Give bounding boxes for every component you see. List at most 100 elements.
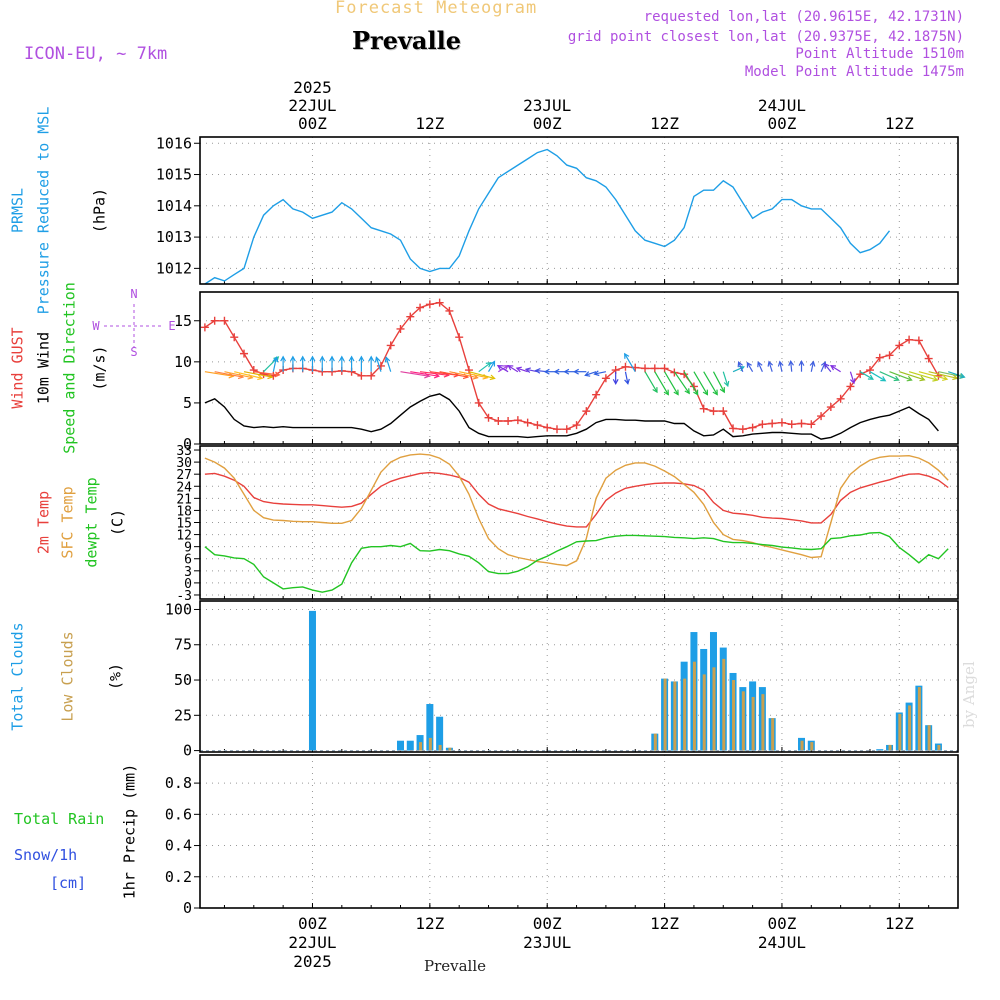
wind-direction-arrow bbox=[664, 371, 679, 395]
chart-title: Forecast Meteogram bbox=[335, 0, 538, 18]
wind-arrow-head bbox=[274, 371, 281, 378]
wind-series-line bbox=[204, 393, 939, 440]
wind-gust-marker bbox=[905, 335, 914, 344]
pressure-ytick-label: 1012 bbox=[156, 259, 192, 277]
temperature-ytick-label: 3 bbox=[184, 565, 192, 580]
wind-gust-marker bbox=[504, 416, 513, 425]
wind-arrow-head bbox=[534, 368, 541, 374]
wind-arrow-head bbox=[280, 355, 287, 362]
wind-arrow-head bbox=[485, 361, 492, 368]
wind-direction-arrow bbox=[830, 365, 841, 373]
wind-gust-marker bbox=[719, 407, 728, 416]
wind-arrow-head bbox=[329, 355, 335, 362]
wind-gust-marker bbox=[249, 366, 258, 375]
temperature-ytick-label: 6 bbox=[184, 553, 192, 568]
wind-direction-arrow bbox=[738, 362, 744, 372]
wind-direction-arrow bbox=[918, 371, 948, 380]
temperature-ylabel: (C) bbox=[109, 509, 127, 536]
wind-arrow-head bbox=[777, 360, 784, 367]
wind-arrow-head bbox=[712, 389, 718, 396]
low-cloud-bar bbox=[702, 674, 706, 751]
wind-gust-marker bbox=[435, 298, 444, 307]
wind-direction-arrow bbox=[824, 363, 832, 373]
wind-direction-arrow bbox=[488, 361, 496, 373]
wind-gust-marker bbox=[856, 370, 865, 379]
wind-direction-arrow bbox=[899, 371, 925, 381]
wind-direction-arrow bbox=[624, 371, 629, 384]
temperature-ytick-label: 18 bbox=[176, 504, 192, 519]
wind-ylabel: Wind GUST bbox=[9, 327, 27, 408]
low-cloud-bar bbox=[937, 744, 941, 751]
wind-ytick-label: 5 bbox=[183, 394, 192, 412]
wind-arrow-head bbox=[906, 375, 913, 382]
low-cloud-bar bbox=[888, 744, 892, 751]
wind-arrow-head bbox=[942, 375, 949, 381]
wind-arrow-head bbox=[652, 387, 658, 394]
wind-arrow-head bbox=[507, 365, 514, 371]
wind-gust-marker bbox=[699, 404, 708, 413]
wind-arrow-head bbox=[573, 368, 579, 375]
bottom-time-label: 12Z bbox=[415, 914, 444, 933]
low-cloud-bar bbox=[898, 713, 902, 751]
clouds-ytick-label: 75 bbox=[174, 636, 192, 654]
temperature-ylabel: SFC Temp bbox=[59, 486, 77, 558]
total-cloud-bar bbox=[426, 704, 434, 751]
wind-gust-marker bbox=[846, 382, 855, 391]
wind-gust-marker bbox=[836, 394, 845, 403]
low-cloud-bar bbox=[741, 691, 745, 751]
wind-arrow-head bbox=[673, 389, 679, 396]
clouds-ytick-label: 100 bbox=[165, 600, 192, 618]
precip-side-label: Snow/1h bbox=[14, 846, 77, 864]
wind-arrow-head bbox=[798, 359, 805, 366]
pressure-ytick-label: 1014 bbox=[156, 197, 192, 215]
wind-direction-arrow bbox=[468, 371, 495, 380]
pressure-ytick-label: 1016 bbox=[156, 134, 192, 152]
wind-gust-marker bbox=[494, 416, 503, 425]
wind-direction-arrow bbox=[732, 366, 745, 373]
precip-ytick-label: 0 bbox=[183, 899, 192, 917]
temperature-series-line bbox=[204, 531, 949, 593]
wind-direction-arrow bbox=[272, 357, 277, 372]
wind-direction-arrow bbox=[722, 371, 729, 387]
wind-arrow-head bbox=[829, 365, 837, 371]
pressure-ylabel: PRMSL bbox=[9, 188, 27, 233]
wind-gust-marker bbox=[220, 316, 229, 325]
wind-direction-arrow bbox=[419, 371, 449, 376]
footer-location: Prevalle bbox=[424, 957, 487, 975]
wind-gust-marker bbox=[914, 336, 923, 345]
wind-gust-marker bbox=[650, 364, 659, 373]
low-cloud-bar bbox=[428, 737, 432, 751]
wind-gust-marker bbox=[758, 420, 767, 429]
wind-arrow-head bbox=[374, 356, 381, 363]
pressure-frame bbox=[199, 136, 959, 285]
wind-gust-marker bbox=[582, 407, 591, 416]
low-cloud-bar bbox=[732, 680, 736, 751]
precip-panel bbox=[194, 754, 959, 909]
low-cloud-bar bbox=[419, 742, 423, 751]
wind-arrow-head bbox=[319, 355, 326, 362]
wind-direction-arrow bbox=[790, 361, 793, 372]
top-time-label: 12Z bbox=[650, 114, 679, 133]
wind-direction-arrow bbox=[683, 371, 699, 395]
wind-arrow-head bbox=[663, 389, 669, 396]
wind-arrow-head bbox=[309, 355, 316, 362]
wind-arrow-head bbox=[257, 374, 264, 381]
wind-arrow-head bbox=[384, 356, 391, 363]
wind-arrow-head bbox=[515, 366, 522, 373]
wind-direction-arrow bbox=[889, 371, 912, 381]
wind-arrow-head bbox=[584, 371, 591, 377]
top-time-label: 00Z bbox=[533, 114, 562, 133]
precip-ytick-label: 0.2 bbox=[165, 868, 192, 886]
wind-arrow-head bbox=[543, 368, 550, 375]
wind-direction-arrow bbox=[712, 371, 725, 393]
low-cloud-bar bbox=[663, 678, 667, 751]
wind-direction-arrow bbox=[879, 371, 899, 381]
temperature-ytick-label: 33 bbox=[176, 444, 192, 459]
pressure-panel bbox=[194, 136, 959, 285]
wind-arrow-head bbox=[767, 360, 774, 367]
wind-arrow-head bbox=[612, 379, 619, 385]
wind-arrow-head bbox=[757, 361, 763, 368]
wind-arrow-head bbox=[746, 361, 752, 368]
wind-gust-marker bbox=[416, 303, 425, 312]
